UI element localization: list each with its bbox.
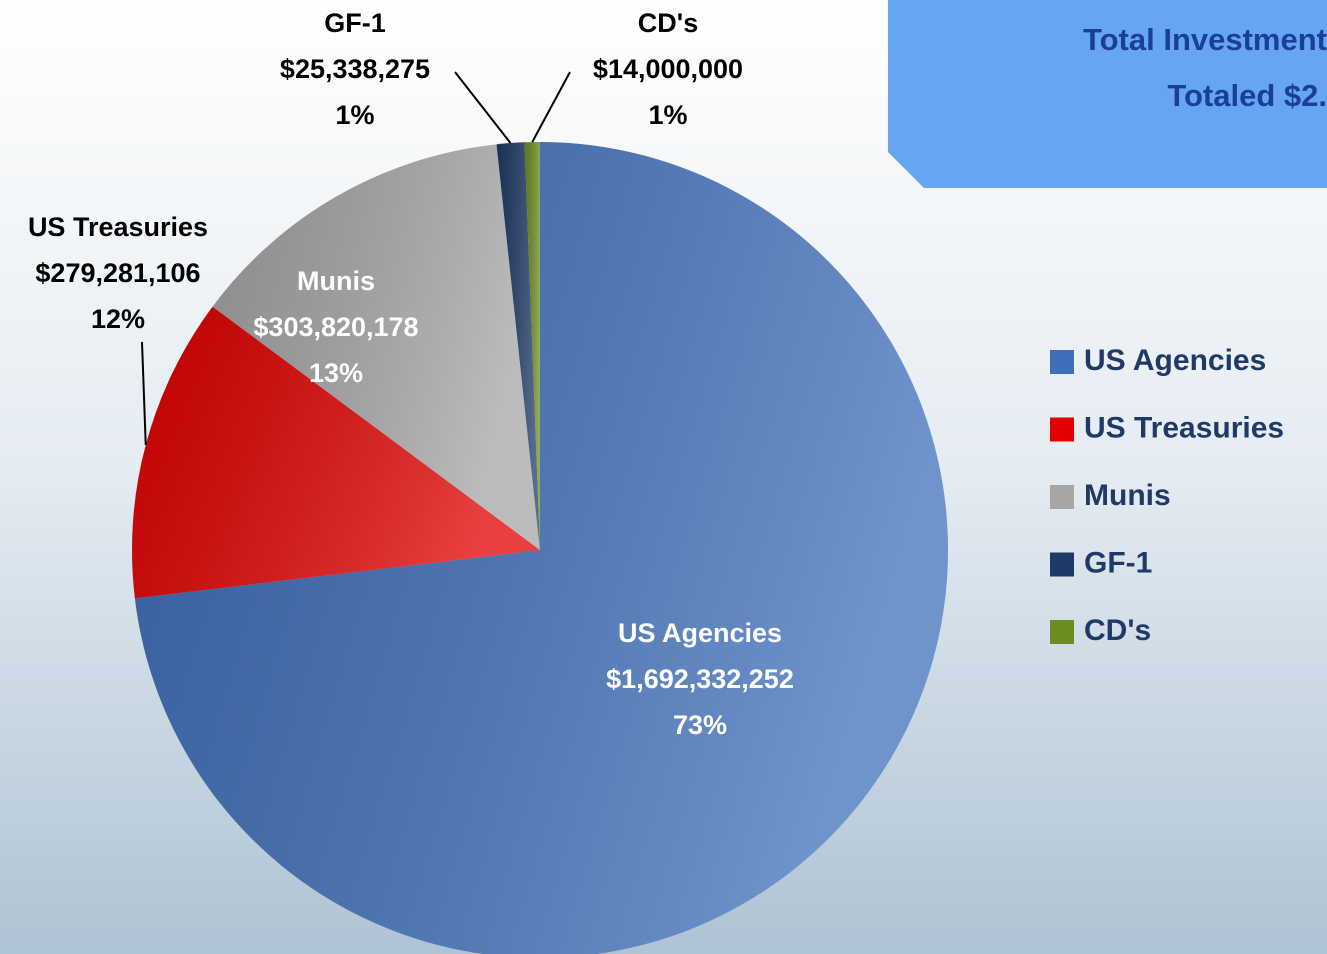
slice-shading: [134, 142, 948, 954]
slice-label-value: $14,000,000: [593, 54, 743, 84]
slice-label-name: GF-1: [324, 8, 386, 38]
slice-label-percent: 73%: [673, 710, 727, 740]
leader-line: [531, 71, 571, 143]
legend-swatch: [1050, 552, 1074, 577]
title-line: Total Investment: [1083, 22, 1327, 57]
slice-label-value: $279,281,106: [35, 258, 200, 288]
title-box: [888, 0, 1327, 188]
legend-label: US Treasuries: [1084, 411, 1284, 444]
legend-label: US Agencies: [1084, 344, 1266, 377]
leader-line: [141, 341, 147, 446]
legend-swatch: [1050, 485, 1074, 509]
slice-label-name: US Treasuries: [28, 212, 208, 242]
slice-label-name: Munis: [297, 266, 375, 296]
legend-swatch: [1050, 417, 1074, 442]
slice-label-name: CD's: [638, 8, 698, 38]
slice-shading: [496, 142, 540, 550]
legend-label: CD's: [1084, 614, 1151, 647]
slice-label-percent: 1%: [335, 100, 374, 130]
slice-shading: [524, 142, 540, 550]
slice-label-value: $25,338,275: [280, 54, 430, 84]
slice-label-value: $303,820,178: [253, 312, 418, 342]
slice-label-value: $1,692,332,252: [606, 664, 794, 694]
legend-label: GF-1: [1084, 546, 1152, 579]
slice-label-percent: 1%: [648, 100, 687, 130]
slice-shading: [131, 306, 540, 599]
legend-label: Munis: [1084, 479, 1171, 512]
legend-swatch: [1050, 350, 1074, 374]
slice-label-percent: 12%: [91, 304, 145, 334]
leader-line: [454, 71, 512, 144]
slice-label-percent: 13%: [309, 358, 363, 388]
slice-shading: [212, 144, 540, 550]
slice-label-name: US Agencies: [618, 618, 782, 648]
legend-swatch: [1050, 620, 1074, 644]
title-line: Totaled $2.: [1167, 78, 1327, 113]
